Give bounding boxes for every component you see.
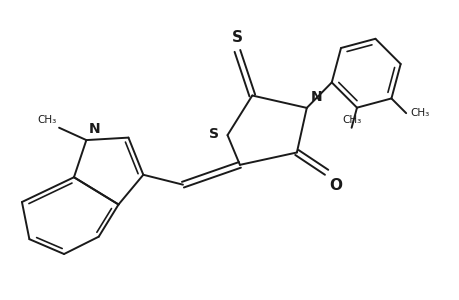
Text: CH₃: CH₃ <box>37 115 56 125</box>
Text: CH₃: CH₃ <box>409 108 428 118</box>
Text: S: S <box>208 127 218 141</box>
Text: CH₃: CH₃ <box>341 115 360 125</box>
Text: N: N <box>310 90 322 104</box>
Text: O: O <box>328 178 341 193</box>
Text: N: N <box>89 122 100 136</box>
Text: S: S <box>231 30 242 45</box>
